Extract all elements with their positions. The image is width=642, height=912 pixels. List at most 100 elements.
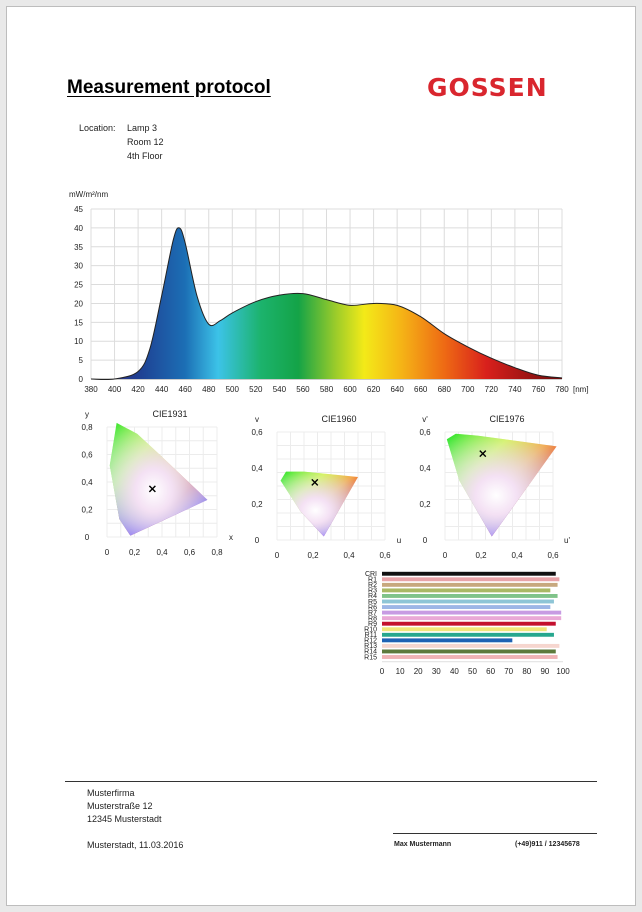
y-tick-label: 40	[74, 224, 83, 233]
y-tick-label: 20	[74, 299, 83, 308]
cri-label: R1	[368, 577, 377, 584]
x-tick-label: 460	[179, 385, 193, 394]
cri-x-tick: 10	[396, 667, 405, 676]
cie-title: CIE1960	[321, 414, 356, 424]
cie-x-tick: 0	[105, 548, 110, 557]
cri-x-tick: 60	[486, 667, 495, 676]
cri-label: R12	[364, 638, 377, 645]
company-city: 12345 Musterstadt	[87, 814, 162, 824]
white-point-marker	[311, 478, 319, 486]
phone-number: (+49)911 / 12345678	[515, 841, 580, 848]
cie-y-tick: 0,6	[251, 428, 263, 437]
cri-x-tick: 0	[380, 667, 385, 676]
cie-y-axis-label: v'	[422, 415, 428, 424]
document-page: Measurement protocol GOSSEN Location: La…	[6, 6, 636, 906]
spectrum-chart: mW/m²/nm 380 400 420 440 460 480 500 520 540 560 5…	[69, 190, 589, 394]
cie-y-tick: 0,6	[81, 451, 93, 460]
x-tick-label: 560	[296, 385, 310, 394]
cri-label: R3	[368, 588, 377, 595]
cie-y-tick: 0,6	[419, 428, 431, 437]
cri-bar	[382, 621, 556, 626]
cie-y-tick: 0,2	[81, 506, 93, 515]
cie-x-tick: 0,2	[475, 551, 487, 560]
cri-x-tick: 70	[504, 667, 513, 676]
location-line: Room 12	[127, 137, 164, 147]
y-tick-label: 15	[74, 318, 83, 327]
y-tick-label: 45	[74, 205, 83, 214]
cri-x-tick: 90	[540, 667, 549, 676]
cri-bar	[382, 577, 560, 582]
cie-y-tick: 0	[255, 536, 260, 545]
place-date: Musterstadt, 11.03.2016	[87, 840, 184, 850]
cie-x-tick: 0	[275, 551, 280, 560]
cie-x-tick: 0,2	[307, 551, 319, 560]
cie-y-tick: 0,4	[251, 464, 263, 473]
spectrum-ylabel: mW/m²/nm	[69, 190, 108, 199]
page-title: Measurement protocol	[67, 77, 271, 98]
spectrum-curve	[90, 227, 563, 381]
cie-y-tick: 0,2	[419, 500, 431, 509]
x-tick-label: 740	[508, 385, 522, 394]
cie-x-tick: 0,4	[511, 551, 523, 560]
x-tick-label: 500	[226, 385, 240, 394]
cie-plot-cie1976: CIE1976 v' u' 0 0,2 0,4 0,6 0 0,2 0,4 0,6	[419, 414, 570, 560]
white-point-marker	[148, 485, 156, 493]
gossen-logo: GOSSEN	[427, 73, 548, 102]
y-tick-label: 35	[74, 243, 83, 252]
location-label: Location:	[79, 123, 116, 133]
spectrum-area	[91, 227, 562, 380]
cie-y-tick: 0,4	[81, 478, 93, 487]
cri-label: R13	[364, 643, 377, 650]
cri-bar	[382, 599, 554, 604]
company-street: Musterstraße 12	[87, 801, 153, 811]
cri-bar	[382, 610, 562, 615]
cri-bar	[382, 605, 551, 609]
cie-x-axis-label: u'	[564, 536, 570, 545]
x-tick-label: 420	[131, 385, 145, 394]
cri-bar-chart: CRIR1R2R3R4R5R6R7R8R9R10R11R12R13R14R150…	[364, 571, 570, 676]
y-tick-label: 0	[79, 375, 84, 384]
x-tick-label: 760	[532, 385, 546, 394]
cie-x-tick: 0	[443, 551, 448, 560]
cie-y-tick: 0,8	[81, 423, 93, 432]
x-tick-label: 480	[202, 385, 216, 394]
cri-bar	[382, 582, 558, 587]
cri-x-tick: 20	[414, 667, 423, 676]
company-name: Musterfirma	[87, 788, 135, 798]
location-line: Lamp 3	[127, 123, 158, 133]
cri-label: R6	[368, 604, 377, 611]
cri-label: R9	[368, 621, 377, 628]
cie-y-tick: 0,2	[251, 500, 263, 509]
cri-label: CRI	[365, 571, 377, 578]
cri-bar	[382, 594, 558, 598]
cri-bar	[382, 655, 558, 659]
cri-x-tick: 30	[432, 667, 441, 676]
y-tick-label: 10	[74, 337, 83, 346]
x-tick-label: 640	[390, 385, 404, 394]
cie-x-tick: 0,2	[129, 548, 141, 557]
cie-x-tick: 0,4	[343, 551, 355, 560]
cie-y-axis-label: v	[255, 415, 259, 424]
cri-label: R2	[368, 582, 377, 589]
cie-x-tick: 0,6	[547, 551, 559, 560]
cie-title: CIE1976	[489, 414, 524, 424]
cri-x-tick: 100	[556, 667, 570, 676]
cri-x-tick: 50	[468, 667, 477, 676]
cri-label: R15	[364, 654, 377, 661]
cie-x-tick: 0,6	[379, 551, 391, 560]
cri-label: R7	[368, 610, 377, 617]
cri-label: R11	[365, 632, 377, 639]
cie-plot-cie1960: CIE1960 v u 0 0,2 0,4 0,6 0 0,2 0,4 0,6	[251, 414, 401, 560]
spectrum-x-ticks: 380 400 420 440 460 480 500 520 540 560 580 600 620 6…	[84, 385, 569, 394]
x-tick-label: 720	[485, 385, 499, 394]
cri-label: R10	[364, 627, 377, 634]
cri-x-tick: 40	[450, 667, 459, 676]
x-tick-label: 440	[155, 385, 169, 394]
cri-label: R4	[368, 593, 377, 600]
cie-y-tick: 0	[423, 536, 428, 545]
white-point-marker	[479, 450, 487, 458]
y-tick-label: 30	[74, 262, 83, 271]
y-tick-label: 5	[79, 356, 84, 365]
x-tick-label: 680	[438, 385, 452, 394]
